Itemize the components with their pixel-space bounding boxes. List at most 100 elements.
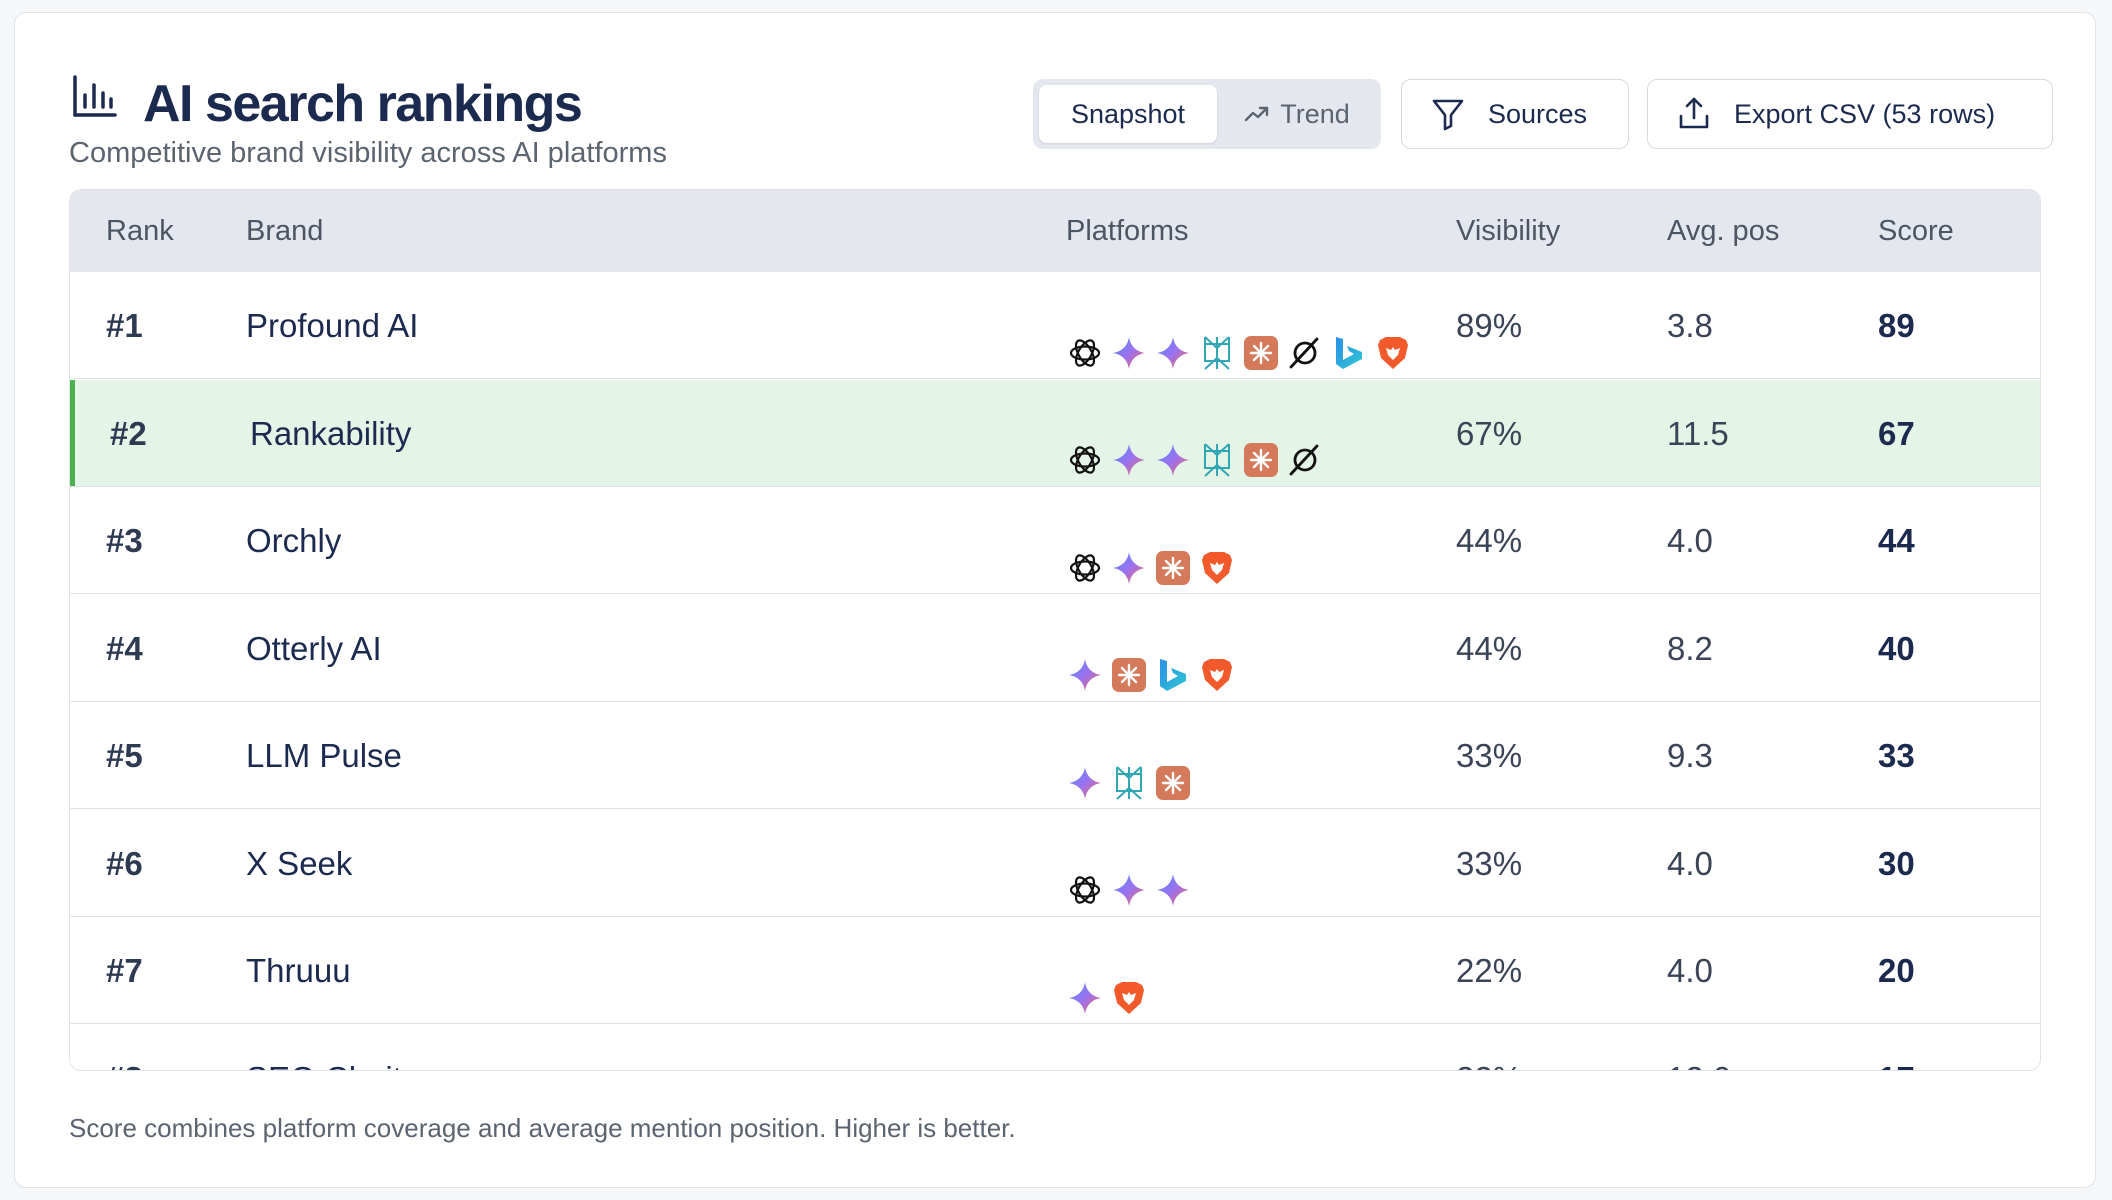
perplexity-icon [1198, 414, 1236, 477]
brand-cell: Orchly [246, 522, 342, 559]
avg-pos-cell: 4.0 [1667, 952, 1713, 989]
avg-pos-cell: 3.8 [1667, 307, 1713, 344]
rank-cell: #7 [106, 952, 143, 989]
bar-chart-icon [73, 75, 117, 117]
brand-cell: SEO Clarity [246, 1025, 418, 1071]
column-header-rank: Rank [106, 215, 174, 247]
brave-icon [1110, 952, 1148, 1014]
brand-cell: LLM Pulse [246, 737, 402, 774]
column-header-avg-pos: Avg. pos [1667, 215, 1780, 247]
brand-cell: Rankability [250, 414, 412, 452]
rank-cell: #8 [106, 1025, 143, 1071]
gemini-icon [1066, 1059, 1104, 1070]
grok-icon [1286, 414, 1324, 476]
snapshot-tab[interactable]: Snapshot [1039, 85, 1217, 143]
table-header: Rank Brand Platforms Visibility Avg. pos… [70, 190, 2040, 272]
avg-pos-cell: 4.0 [1667, 522, 1713, 559]
table-row[interactable]: #6 X Seek 33% 4.0 30 [70, 809, 2040, 917]
gemini-icon [1110, 414, 1148, 476]
brave-icon [1154, 1059, 1192, 1070]
platforms-cell [1066, 272, 1412, 379]
visibility-cell: 33% [1456, 844, 1523, 882]
brave-icon [1198, 522, 1236, 584]
gemini-icon [1154, 414, 1192, 476]
trend-tab-label: Trend [1280, 98, 1350, 129]
export-csv-button[interactable]: Export CSV (53 rows) [1647, 79, 2053, 149]
table-row[interactable]: #4 Otterly AI 44% 8.2 40 [70, 594, 2040, 702]
platforms-cell [1066, 487, 1236, 594]
column-header-platforms: Platforms [1066, 215, 1189, 247]
filter-icon [1432, 99, 1464, 131]
score-cell: 44 [1878, 522, 1915, 559]
claude-icon [1242, 414, 1280, 477]
avg-pos-cell: 11.5 [1667, 414, 1729, 452]
table-row[interactable]: #5 LLM Pulse 33% 9.3 33 [70, 702, 2040, 809]
score-cell: 67 [1878, 414, 1915, 452]
chatgpt-icon [1066, 522, 1104, 582]
table-row[interactable]: #7 Thruuu 22% 4.0 20 [70, 917, 2040, 1024]
score-cell: 17 [1878, 1025, 1915, 1071]
brand-cell: Thruuu [246, 952, 351, 989]
footnote: Score combines platform coverage and ave… [69, 1113, 1016, 1143]
visibility-cell: 44% [1456, 522, 1523, 559]
claude-icon [1154, 737, 1192, 800]
page-subtitle: Competitive brand visibility across AI p… [69, 137, 667, 169]
gemini-icon [1110, 844, 1148, 906]
gemini-icon [1066, 952, 1104, 1014]
sources-button[interactable]: Sources [1401, 79, 1629, 149]
table-row[interactable]: #1 Profound AI 89% 3.8 89 [70, 272, 2040, 379]
score-cell: 33 [1878, 737, 1915, 774]
score-cell: 89 [1878, 307, 1915, 344]
chatgpt-icon [1066, 414, 1104, 474]
platforms-cell [1066, 702, 1192, 809]
brave-icon [1198, 629, 1236, 691]
chatgpt-icon [1066, 844, 1104, 904]
trend-tab[interactable]: Trend [1219, 85, 1375, 143]
page-title: AI search rankings [143, 75, 583, 133]
platforms-cell [1066, 595, 1236, 702]
rankings-table: Rank Brand Platforms Visibility Avg. pos… [69, 189, 2041, 1071]
gemini-icon [1066, 629, 1104, 691]
table-row[interactable]: #2 Rankability 67% 11.5 67 [70, 379, 2040, 487]
avg-pos-cell: 12.0 [1667, 1025, 1731, 1071]
platforms-cell [1066, 380, 1324, 487]
platforms-cell [1066, 917, 1148, 1024]
rank-cell: #3 [106, 522, 143, 559]
snapshot-tab-label: Snapshot [1070, 98, 1186, 129]
brave-icon [1374, 307, 1412, 369]
visibility-cell: 22% [1456, 1025, 1522, 1071]
column-header-visibility: Visibility [1456, 215, 1561, 247]
export-csv-button-label: Export CSV (53 rows) [1734, 98, 1996, 129]
platforms-cell [1066, 810, 1192, 917]
trend-arrow-icon [1245, 106, 1269, 122]
table-row[interactable]: #8 SEO Clarity 22% 12.0 17 [70, 1024, 2040, 1071]
visibility-cell: 67% [1456, 414, 1523, 452]
column-header-brand: Brand [246, 215, 324, 247]
score-cell: 40 [1878, 629, 1915, 667]
gemini-icon [1154, 307, 1192, 369]
avg-pos-cell: 9.3 [1667, 737, 1713, 774]
visibility-cell: 44% [1456, 629, 1523, 667]
sources-button-label: Sources [1488, 98, 1588, 129]
table-row[interactable]: #3 Orchly 44% 4.0 44 [70, 487, 2040, 594]
gemini-icon [1154, 844, 1192, 906]
claude-icon [1242, 307, 1280, 370]
perplexity-icon [1198, 307, 1236, 370]
claude-icon [1110, 629, 1148, 692]
rank-cell: #2 [110, 414, 147, 452]
gemini-icon [1066, 737, 1104, 799]
gemini-icon [1110, 522, 1148, 584]
column-header-score: Score [1878, 215, 1954, 247]
bing-icon [1154, 629, 1192, 691]
visibility-cell: 89% [1456, 307, 1523, 344]
visibility-cell: 22% [1456, 952, 1523, 989]
brand-cell: Profound AI [246, 307, 419, 344]
rank-cell: #6 [106, 844, 143, 882]
claude-icon [1110, 1059, 1148, 1070]
rankings-card: AI search rankings Competitive brand vis… [14, 12, 2096, 1188]
avg-pos-cell: 8.2 [1667, 629, 1713, 667]
brand-cell: X Seek [246, 844, 353, 882]
brand-cell: Otterly AI [246, 629, 382, 667]
visibility-cell: 33% [1456, 737, 1523, 774]
score-cell: 20 [1878, 952, 1915, 989]
